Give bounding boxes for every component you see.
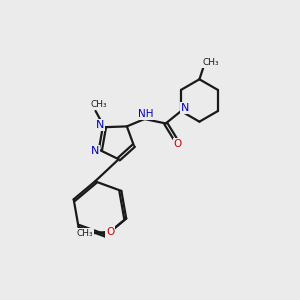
Text: O: O [106, 227, 114, 237]
Text: NH: NH [138, 109, 154, 119]
Text: N: N [96, 120, 104, 130]
Text: N: N [180, 103, 189, 113]
Text: N: N [91, 146, 99, 156]
Text: O: O [173, 139, 181, 149]
Text: CH₃: CH₃ [91, 100, 107, 109]
Text: CH₃: CH₃ [77, 229, 93, 238]
Text: CH₃: CH₃ [203, 58, 220, 67]
